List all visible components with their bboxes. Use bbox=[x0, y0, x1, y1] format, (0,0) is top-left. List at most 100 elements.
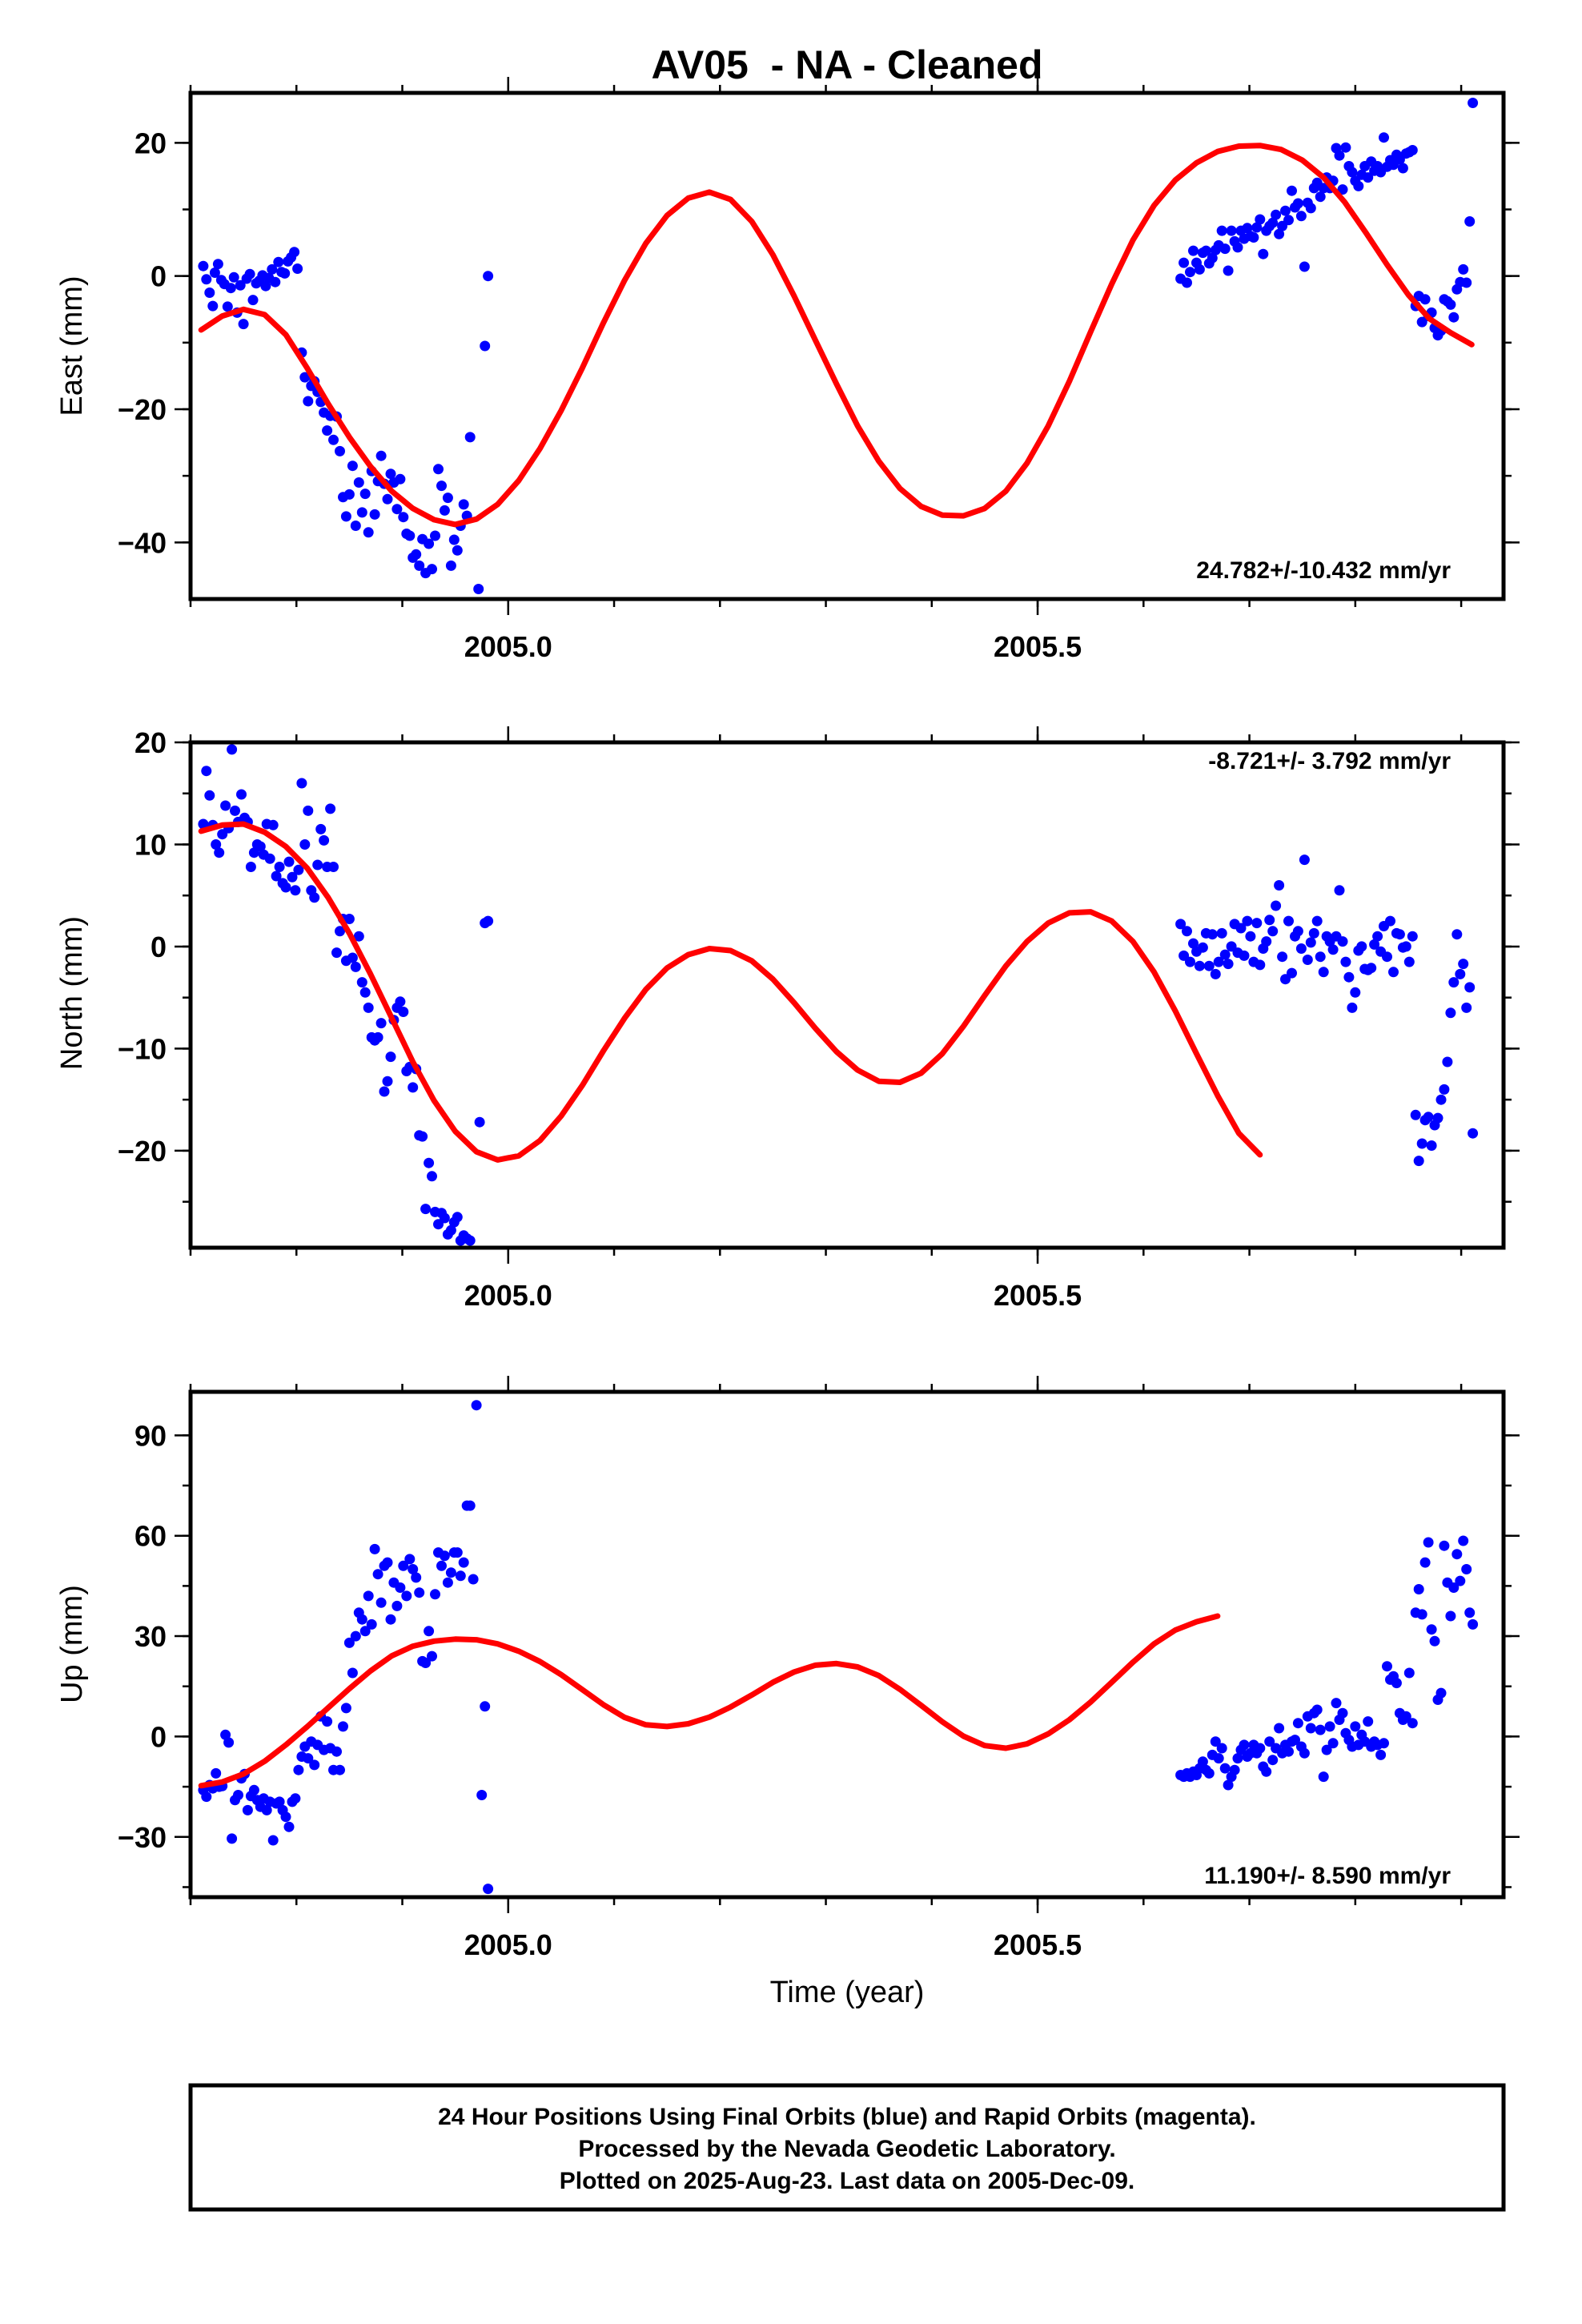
data-point bbox=[1426, 1624, 1437, 1635]
data-point bbox=[424, 1626, 435, 1637]
data-point bbox=[395, 1582, 406, 1593]
data-point bbox=[1331, 1698, 1342, 1709]
data-point bbox=[1188, 938, 1199, 949]
data-point bbox=[1197, 1756, 1208, 1767]
data-point bbox=[340, 1703, 351, 1714]
data-point bbox=[1445, 1007, 1456, 1019]
data-point bbox=[1292, 926, 1303, 937]
data-point bbox=[322, 1716, 333, 1727]
footer-line-3: Plotted on 2025-Aug-23. Last data on 200… bbox=[560, 2168, 1135, 2194]
data-point bbox=[1353, 180, 1364, 191]
data-point bbox=[290, 885, 301, 896]
data-point bbox=[1255, 1743, 1266, 1754]
data-point bbox=[385, 1614, 396, 1625]
data-point bbox=[1407, 931, 1418, 942]
data-point bbox=[417, 1131, 428, 1142]
data-point bbox=[1242, 915, 1253, 927]
data-point bbox=[471, 1400, 482, 1411]
data-point bbox=[1413, 1156, 1424, 1167]
data-point bbox=[212, 259, 223, 270]
data-point bbox=[1267, 1755, 1279, 1766]
data-point bbox=[292, 263, 303, 274]
data-point bbox=[1219, 949, 1231, 960]
data-point bbox=[1468, 1128, 1479, 1139]
data-point bbox=[1461, 1564, 1472, 1574]
data-point bbox=[1295, 211, 1307, 222]
data-point bbox=[411, 549, 422, 560]
data-point bbox=[1255, 959, 1266, 971]
data-point bbox=[424, 538, 435, 549]
y-axis-label: North (mm) bbox=[55, 916, 89, 1070]
y-tick-label: −10 bbox=[118, 1032, 167, 1065]
data-point bbox=[335, 1764, 345, 1775]
data-point bbox=[1185, 956, 1195, 967]
data-point bbox=[322, 425, 333, 436]
data-point bbox=[436, 480, 447, 492]
data-point bbox=[228, 271, 239, 283]
up-panel: 2005.0 2005.5 −30 0 30 60 90 11.190+/- 8.590 mm… bbox=[55, 1376, 1520, 1961]
data-point bbox=[225, 283, 236, 294]
data-point bbox=[1375, 1749, 1387, 1760]
data-point bbox=[204, 287, 215, 298]
data-point bbox=[1334, 885, 1345, 896]
data-point bbox=[238, 319, 249, 330]
data-point bbox=[476, 1790, 488, 1800]
data-point bbox=[1363, 172, 1374, 183]
data-point bbox=[445, 1224, 456, 1236]
data-point bbox=[214, 847, 225, 858]
data-point bbox=[1287, 185, 1297, 196]
east-panel: 2005.0 2005.5 −40 −20 0 20 24.782+/-10.432 mm/… bbox=[55, 77, 1520, 663]
data-point bbox=[1445, 1610, 1456, 1622]
data-point bbox=[209, 267, 220, 278]
data-point bbox=[343, 914, 355, 924]
data-point bbox=[223, 1737, 235, 1748]
data-point bbox=[359, 489, 371, 500]
data-point bbox=[245, 862, 256, 872]
data-point bbox=[201, 274, 212, 285]
data-point bbox=[468, 1574, 479, 1585]
x-tick-label: 2005.5 bbox=[994, 1279, 1082, 1312]
data-point bbox=[1458, 959, 1469, 970]
data-point bbox=[356, 977, 367, 988]
data-point bbox=[1356, 941, 1367, 952]
data-point bbox=[299, 839, 311, 850]
data-point bbox=[1413, 1584, 1424, 1594]
data-point bbox=[1419, 1557, 1431, 1568]
data-point bbox=[1448, 977, 1460, 988]
data-point bbox=[1464, 1607, 1476, 1618]
data-point bbox=[289, 247, 300, 258]
data-point bbox=[267, 1835, 279, 1846]
footer-line-2: Processed by the Nevada Geodetic Laborat… bbox=[578, 2136, 1115, 2162]
data-point bbox=[1255, 214, 1266, 225]
data-point bbox=[353, 477, 364, 488]
data-point bbox=[1468, 1618, 1479, 1630]
fit-curve bbox=[198, 143, 1475, 528]
data-point bbox=[1305, 1723, 1316, 1734]
data-point bbox=[261, 1804, 272, 1815]
data-point bbox=[1416, 1609, 1427, 1620]
data-point bbox=[369, 509, 380, 520]
data-point bbox=[1216, 225, 1227, 236]
data-point bbox=[398, 1560, 409, 1571]
data-point bbox=[1261, 936, 1272, 947]
data-point bbox=[1448, 312, 1460, 323]
data-point bbox=[427, 1171, 437, 1182]
data-point bbox=[420, 1204, 432, 1215]
data-point bbox=[1388, 967, 1399, 978]
data-point bbox=[1394, 929, 1405, 940]
data-point bbox=[1219, 1763, 1231, 1774]
data-point bbox=[1271, 209, 1282, 220]
data-point bbox=[220, 800, 231, 811]
data-point bbox=[1305, 937, 1316, 948]
data-point bbox=[198, 818, 209, 830]
y-axis-label: Up (mm) bbox=[55, 1585, 89, 1703]
data-point bbox=[1188, 245, 1199, 256]
data-point bbox=[1372, 931, 1383, 942]
data-point bbox=[1432, 1112, 1443, 1124]
data-point bbox=[1258, 248, 1269, 259]
data-point bbox=[1185, 267, 1195, 278]
data-area bbox=[198, 98, 1479, 594]
data-point bbox=[1435, 1687, 1447, 1699]
data-point bbox=[439, 1212, 450, 1224]
data-point bbox=[279, 267, 291, 279]
